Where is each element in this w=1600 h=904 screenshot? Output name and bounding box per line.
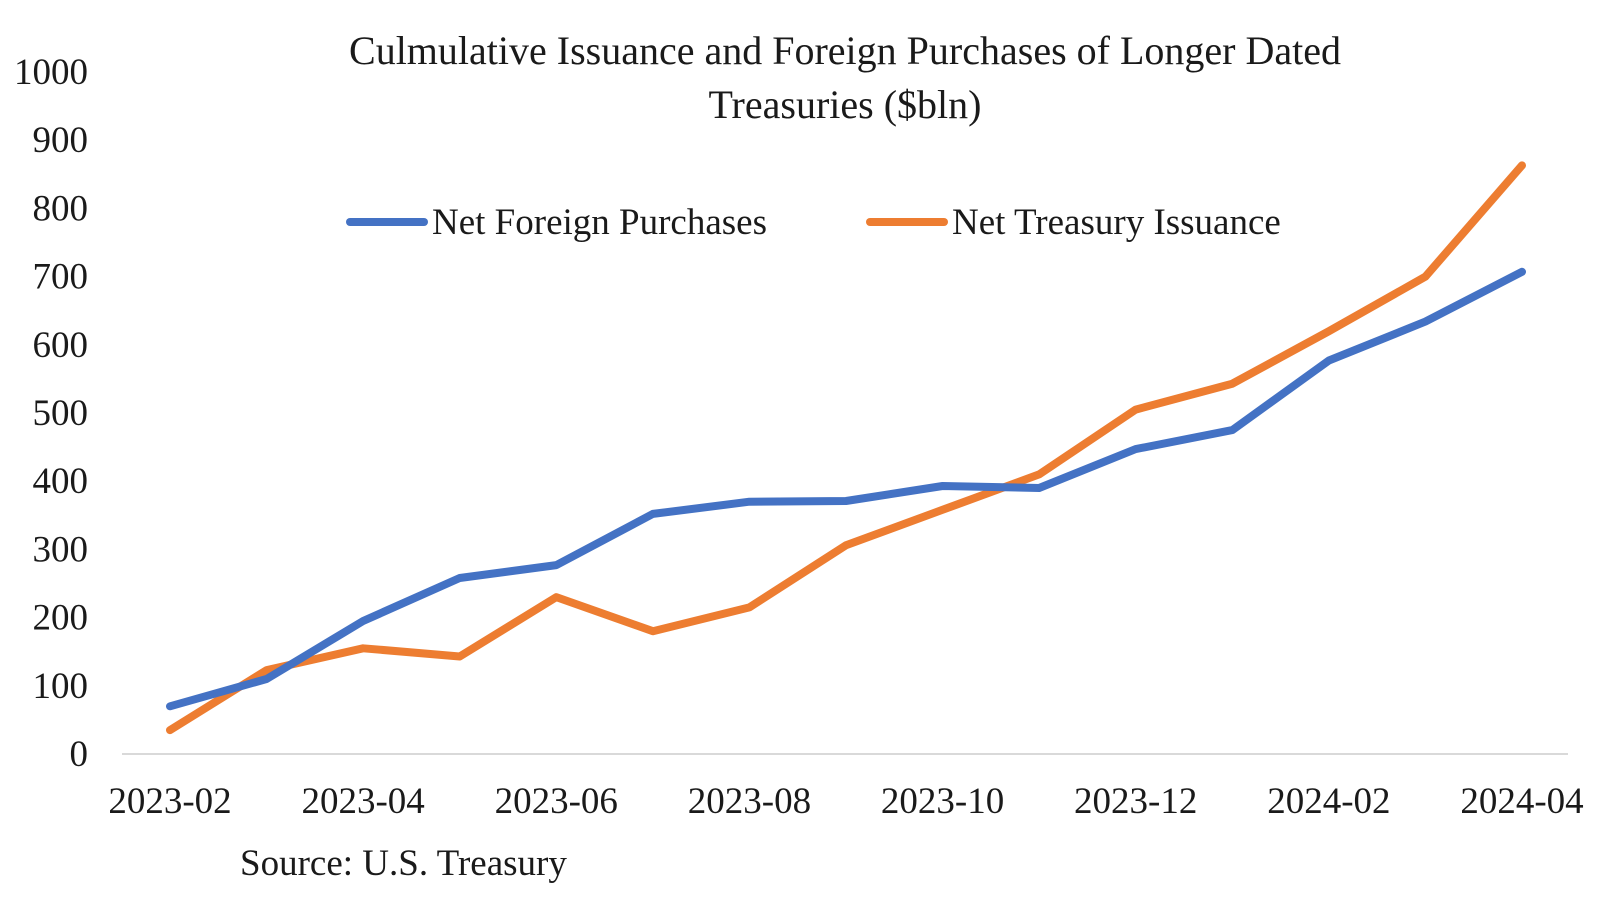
y-tick-label: 1000 [14, 52, 88, 93]
legend-label: Net Treasury Issuance [952, 202, 1281, 243]
x-tick-label: 2023-06 [495, 781, 618, 822]
legend: Net Foreign Purchases Net Treasury Issuan… [346, 202, 1281, 243]
x-tick-label: 2024-04 [1460, 781, 1583, 822]
y-tick-label: 0 [70, 734, 89, 775]
y-tick-label: 400 [33, 461, 89, 502]
x-tick-label: 2023-02 [108, 781, 231, 822]
y-tick-label: 200 [33, 598, 89, 639]
y-tick-label: 900 [33, 120, 89, 161]
y-tick-label: 300 [33, 529, 89, 570]
x-axis: 2023-02 2023-04 2023-06 2023-08 2023-10 2023-… [108, 753, 1584, 822]
chart-title-line-2: Treasuries ($bln) [709, 82, 982, 127]
y-tick-label: 500 [33, 393, 89, 434]
series-layer [166, 161, 1526, 735]
y-tick-label: 100 [33, 666, 89, 707]
y-tick-label: 800 [33, 188, 89, 229]
series-line-net-foreign-purchases [166, 267, 1526, 711]
y-axis: 0 100 200 300 400 500 600 700 800 900 1000 [14, 52, 88, 775]
chart-title-line-1: Culmulative Issuance and Foreign Purchas… [349, 28, 1341, 73]
x-tick-label: 2023-04 [301, 781, 424, 822]
series-line-net-treasury-issuance [166, 161, 1526, 735]
chart-title: Culmulative Issuance and Foreign Purchas… [349, 28, 1341, 127]
y-tick-label: 600 [33, 325, 89, 366]
source-note: Source: U.S. Treasury [240, 843, 567, 884]
legend-label: Net Foreign Purchases [432, 202, 767, 243]
y-tick-label: 700 [33, 257, 89, 298]
x-tick-label: 2023-10 [881, 781, 1004, 822]
x-tick-label: 2023-08 [688, 781, 811, 822]
x-tick-label: 2023-12 [1074, 781, 1197, 822]
x-tick-label: 2024-02 [1267, 781, 1390, 822]
